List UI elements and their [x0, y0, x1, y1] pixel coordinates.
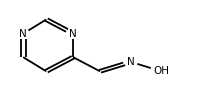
Text: N: N: [19, 29, 27, 39]
Text: N: N: [127, 57, 135, 67]
Text: OH: OH: [153, 66, 169, 76]
Text: N: N: [69, 29, 77, 39]
